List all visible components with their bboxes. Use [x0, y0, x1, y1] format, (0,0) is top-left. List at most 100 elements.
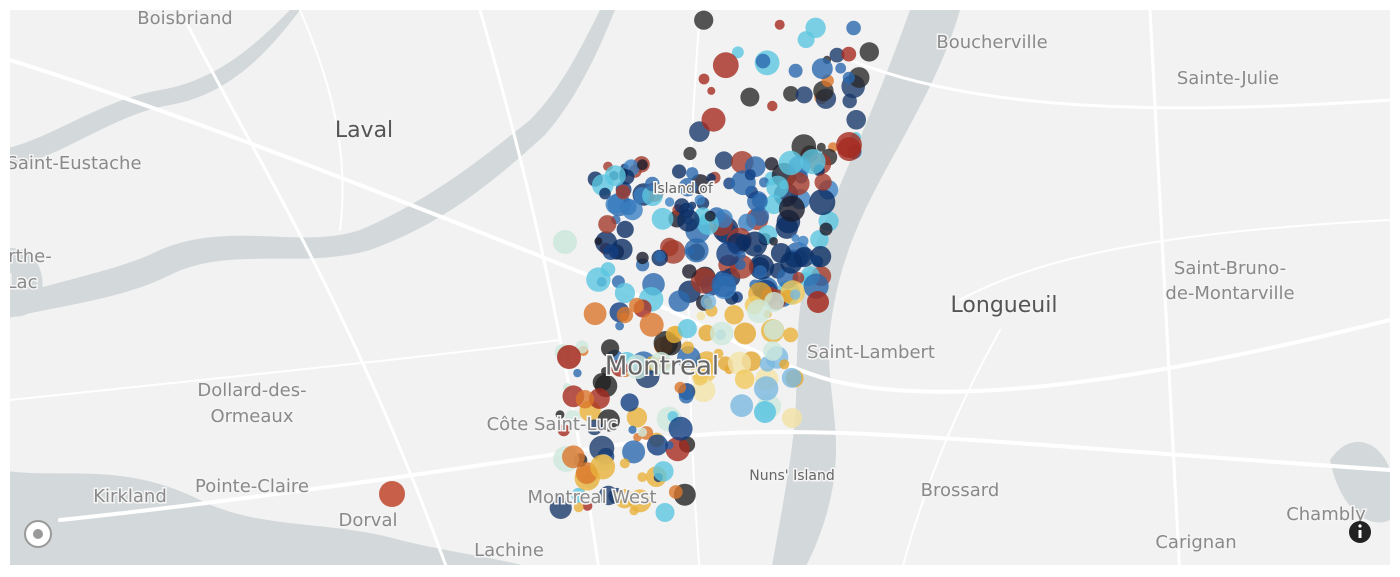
bubble: [668, 416, 693, 441]
bubble: [734, 259, 746, 270]
place-label: Dorval: [339, 510, 398, 531]
bubble: [783, 327, 798, 343]
bubble: [762, 341, 783, 361]
bubble: [557, 424, 570, 437]
bubble: [626, 407, 648, 428]
bubble: [639, 312, 664, 337]
bubble: [590, 454, 616, 480]
bubble: [778, 150, 803, 176]
bubble: [672, 164, 687, 179]
place-label: Brossard: [921, 480, 1000, 501]
bubble: [625, 354, 650, 379]
bubble: [692, 370, 708, 386]
bubble: [730, 394, 754, 417]
bubble: [800, 149, 826, 175]
bubble: [649, 351, 672, 375]
lake: [10, 471, 522, 565]
info-icon: [1358, 530, 1362, 538]
place-label: Dollard-des-: [197, 380, 306, 401]
bubble: [788, 63, 803, 78]
bubble: [707, 86, 716, 95]
place-label: Lachine: [474, 540, 544, 561]
bubble: [795, 86, 813, 104]
bubbles: [379, 10, 879, 522]
bubble: [555, 410, 565, 419]
bubble: [683, 146, 697, 161]
place-label: Nuns' Island: [749, 468, 834, 484]
bubble: [841, 46, 857, 62]
bubble: [814, 173, 832, 191]
bubble: [565, 410, 581, 426]
bubble: [846, 110, 866, 130]
bubble: [698, 73, 710, 85]
bubble: [809, 189, 836, 216]
bubble: [629, 297, 645, 313]
bubble: [781, 367, 802, 388]
bubble: [694, 194, 706, 206]
bubble: [740, 87, 760, 107]
bubble: [755, 53, 771, 69]
bubble: [807, 291, 829, 313]
map-logo-dot: [33, 529, 43, 539]
bubble: [701, 107, 726, 132]
bubble: [819, 222, 833, 236]
bubble: [790, 289, 801, 300]
bubble: [690, 267, 717, 294]
bubble: [637, 159, 648, 171]
bubble: [600, 262, 616, 277]
bubble: [629, 506, 639, 516]
bubble: [664, 197, 675, 207]
place-label: Pointe-Claire: [195, 476, 309, 497]
bubble: [846, 20, 861, 36]
bubble: [816, 142, 826, 152]
bubble: [732, 46, 744, 59]
place-label: Sainte-Julie: [1177, 68, 1279, 89]
bubble: [668, 290, 690, 312]
bubble: [557, 345, 581, 369]
bubble: [645, 494, 655, 504]
bubble: [611, 360, 628, 377]
bubble: [829, 47, 845, 63]
bubble: [645, 176, 660, 192]
bubble: [682, 184, 691, 193]
bubble: [379, 481, 405, 507]
bubble: [655, 503, 675, 522]
bubble: [842, 71, 855, 84]
bubble: [737, 250, 746, 260]
place-label: Saint-Bruno-: [1174, 258, 1286, 279]
bubble: [724, 305, 744, 325]
bubble: [714, 151, 734, 170]
bubble: [848, 67, 870, 88]
place-label: Ormeaux: [211, 406, 294, 427]
bubble: [835, 62, 847, 74]
bubble: [642, 185, 663, 207]
bubble: [549, 496, 572, 519]
basin: [1330, 441, 1390, 523]
bubble: [677, 346, 701, 370]
bubble: [628, 425, 637, 434]
bubble: [589, 388, 610, 409]
bubble: [681, 341, 694, 354]
bubble: [769, 237, 778, 246]
basemap: Boisbriand Boucherville Sainte-Julie Laval S…: [10, 10, 1390, 565]
bubble: [751, 193, 768, 210]
lake: [10, 248, 43, 317]
river: [10, 10, 615, 318]
bubble: [744, 169, 756, 181]
bubble: [646, 434, 668, 456]
bubble: [709, 321, 734, 346]
bubble: [791, 234, 800, 242]
bubble: [653, 461, 674, 482]
place-label: Kirkland: [93, 486, 167, 507]
bubble: [582, 501, 593, 511]
bubble: [711, 272, 736, 297]
bubble: [637, 472, 648, 482]
bubble: [684, 238, 709, 263]
bubble: [562, 445, 585, 469]
bubble: [734, 369, 755, 390]
bubble: [622, 199, 643, 221]
bubble: [734, 322, 756, 345]
bubble: [786, 172, 810, 196]
